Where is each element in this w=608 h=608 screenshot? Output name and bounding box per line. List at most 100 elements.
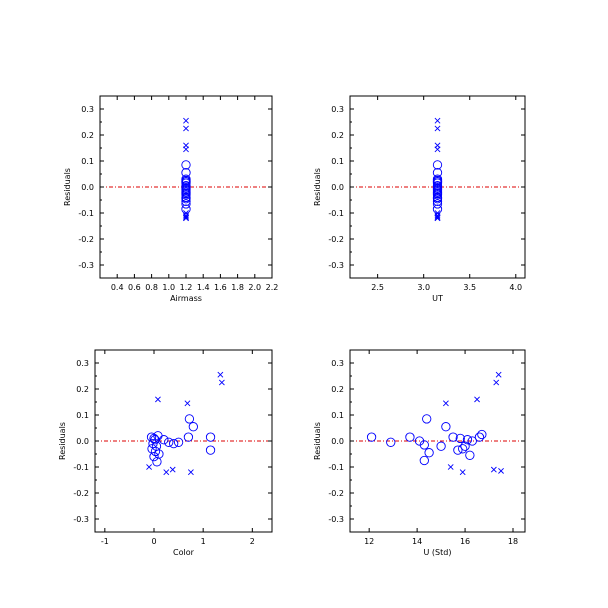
x-tick-label: 1.2 bbox=[180, 283, 193, 292]
data-point-circle bbox=[146, 432, 157, 442]
y-tick-label: -0.1 bbox=[73, 463, 89, 472]
y-tick-label: 0.2 bbox=[76, 385, 89, 394]
y-tick-label: 0.1 bbox=[81, 157, 94, 166]
y-tick-label: -0.1 bbox=[328, 209, 344, 218]
x-tick-label: 0.4 bbox=[111, 283, 124, 292]
y-tick-label: 0.3 bbox=[81, 105, 94, 114]
data-point-x bbox=[183, 212, 189, 219]
data-point-circle bbox=[405, 432, 415, 442]
y-axis-label: Residuals bbox=[63, 168, 72, 206]
x-axis-label: U (Std) bbox=[424, 548, 452, 557]
x-tick-label: 2 bbox=[250, 537, 255, 546]
data-point-circle bbox=[458, 444, 468, 454]
data-point-circle bbox=[181, 160, 191, 170]
y-tick-label: 0.1 bbox=[76, 411, 89, 420]
data-point-x bbox=[434, 213, 441, 220]
x-tick-label: 12 bbox=[364, 537, 374, 546]
data-point-circle bbox=[181, 196, 191, 206]
data-point-x bbox=[183, 146, 189, 153]
data-point-x bbox=[218, 379, 225, 386]
x-tick-label: 1.8 bbox=[231, 283, 244, 292]
data-point-x bbox=[183, 215, 189, 222]
y-tick-label: -0.3 bbox=[78, 261, 94, 270]
data-point-circle bbox=[188, 422, 198, 432]
data-point-circle bbox=[366, 432, 377, 442]
y-tick-label: 0.1 bbox=[331, 157, 344, 166]
data-point-x bbox=[493, 379, 500, 386]
x-tick-label: 16 bbox=[460, 537, 470, 546]
data-point-circle bbox=[436, 441, 446, 451]
y-tick-label: -0.3 bbox=[73, 515, 89, 524]
scatter-panel: -0.3 -0.2 -0.1 0.0 0.1 0.2 0.3 0.4 0.6 0.8 1.0 1.2 1… bbox=[63, 95, 278, 303]
data-point-circle bbox=[474, 432, 485, 442]
x-tick-label: 4.0 bbox=[509, 283, 522, 292]
data-point-circle bbox=[448, 432, 458, 442]
y-tick-label: -0.3 bbox=[328, 261, 344, 270]
data-point-circle bbox=[184, 414, 195, 424]
data-point-x bbox=[155, 396, 161, 403]
data-point-circle bbox=[169, 438, 179, 449]
x-tick-label: 1.6 bbox=[214, 283, 227, 292]
x-tick-label: 14 bbox=[412, 537, 422, 546]
x-tick-label: 0 bbox=[151, 537, 156, 546]
data-point-circle bbox=[181, 204, 191, 214]
data-point-circle bbox=[432, 194, 443, 204]
data-point-x bbox=[434, 212, 441, 219]
data-point-x bbox=[434, 125, 441, 132]
data-point-x bbox=[442, 400, 449, 407]
data-point-circle bbox=[183, 432, 194, 442]
data-point-circle bbox=[181, 199, 191, 209]
data-point-circle bbox=[386, 437, 396, 447]
data-point-x bbox=[459, 469, 466, 476]
data-point-circle bbox=[173, 437, 184, 447]
data-point-circle bbox=[205, 432, 216, 442]
x-tick-label: 1.4 bbox=[197, 283, 210, 292]
scatter-panel: -0.3 -0.2 -0.1 0.0 0.1 0.2 0.3 12 14 16 18 U (Std) R… bbox=[313, 349, 526, 557]
y-tick-label: -0.2 bbox=[78, 235, 94, 244]
data-point-x bbox=[146, 464, 153, 470]
x-axis-label: UT bbox=[432, 294, 443, 303]
scatter-panel: -0.3 -0.2 -0.1 0.0 0.1 0.2 0.3 -1 0 1 2 Color Residu… bbox=[58, 349, 273, 557]
data-point-x bbox=[447, 464, 454, 470]
y-tick-label: -0.3 bbox=[328, 515, 344, 524]
x-axis-label: Airmass bbox=[170, 294, 202, 303]
y-tick-label: 0.2 bbox=[81, 131, 94, 140]
data-point-circle bbox=[150, 446, 161, 457]
data-point-circle bbox=[462, 435, 473, 445]
x-tick-label: 3.5 bbox=[463, 283, 476, 292]
data-point-x bbox=[495, 371, 502, 378]
x-tick-label: -1 bbox=[101, 537, 109, 546]
data-point-circle bbox=[419, 440, 429, 450]
y-tick-label: 0.2 bbox=[331, 131, 344, 140]
x-tick-label: 2.5 bbox=[371, 283, 384, 292]
data-point-circle bbox=[467, 436, 477, 446]
scatter-panel: -0.3 -0.2 -0.1 0.0 0.1 0.2 0.3 2.5 3.0 3.5 4.0 UT Re… bbox=[313, 95, 526, 303]
x-tick-label: 2.0 bbox=[248, 283, 261, 292]
data-point-circle bbox=[455, 433, 465, 444]
y-tick-label: -0.1 bbox=[328, 463, 344, 472]
data-point-circle bbox=[205, 445, 216, 455]
y-tick-label: -0.1 bbox=[78, 209, 94, 218]
data-point-circle bbox=[432, 199, 443, 209]
y-tick-label: 0.3 bbox=[76, 359, 89, 368]
y-tick-label: -0.2 bbox=[328, 235, 344, 244]
data-point-x bbox=[490, 466, 497, 473]
data-point-circle bbox=[149, 451, 159, 462]
y-axis-label: Residuals bbox=[313, 168, 322, 206]
data-point-circle bbox=[432, 160, 443, 170]
x-tick-label: 0.6 bbox=[128, 283, 141, 292]
data-point-circle bbox=[181, 190, 191, 200]
data-point-circle bbox=[453, 445, 463, 455]
y-tick-label: 0.3 bbox=[331, 359, 344, 368]
data-point-circle bbox=[159, 435, 169, 445]
x-tick-label: 3.0 bbox=[417, 283, 430, 292]
data-point-circle bbox=[419, 455, 429, 466]
x-tick-label: 0.8 bbox=[145, 283, 158, 292]
data-point-circle bbox=[422, 414, 432, 424]
x-axis-label: Color bbox=[173, 548, 195, 557]
data-point-circle bbox=[181, 178, 191, 188]
data-point-circle bbox=[432, 196, 443, 206]
data-point-circle bbox=[181, 168, 191, 178]
data-point-x bbox=[183, 125, 189, 132]
